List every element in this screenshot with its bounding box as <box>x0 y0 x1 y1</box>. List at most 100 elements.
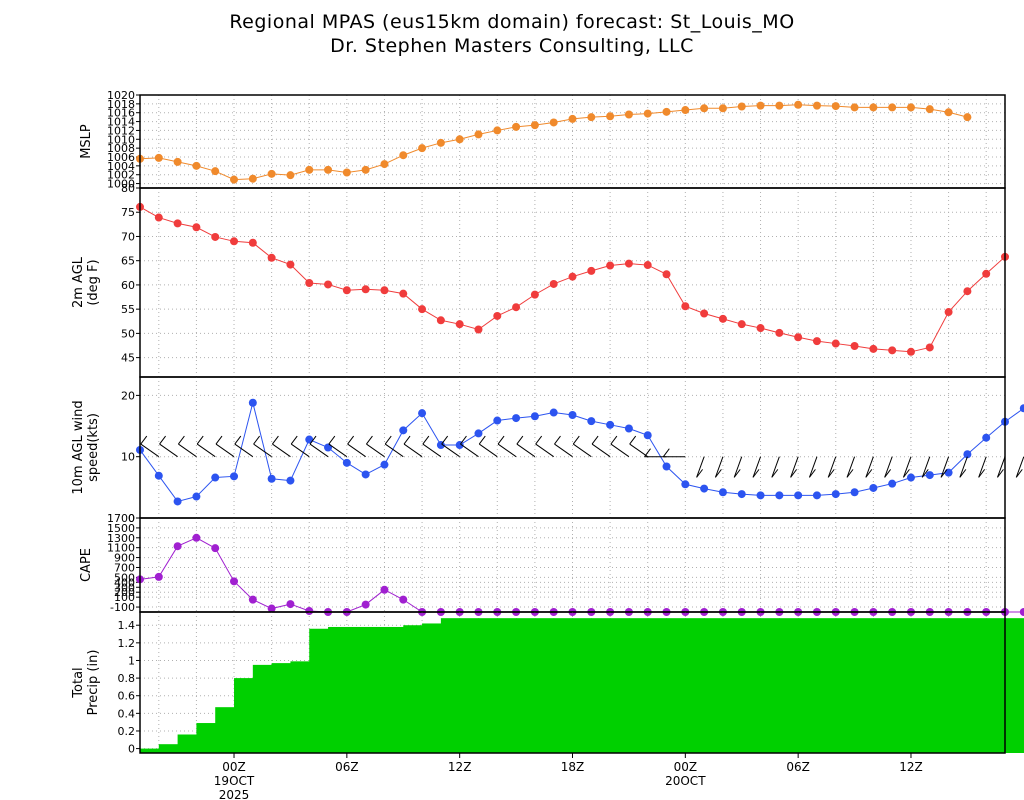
precip-bar <box>704 618 724 753</box>
precip-panel: 0 0.2 0.4 0.6 0.8 1 1.2 1.4 Total Precip (in) <box>71 611 1024 756</box>
wind-point <box>173 497 182 506</box>
wind-point <box>587 417 596 426</box>
mslp-point <box>850 103 859 112</box>
wind-ylabel: 10m AGL wind <box>71 400 86 494</box>
wind-point <box>831 490 840 499</box>
precip-bar <box>309 628 329 753</box>
wind-barb <box>196 443 216 458</box>
wind-barb-flag <box>253 435 261 445</box>
wind-barb-flag <box>215 435 223 445</box>
wind-barb <box>497 443 517 458</box>
precip-bar <box>741 618 762 753</box>
temp-point <box>606 261 615 270</box>
wind-barb <box>290 443 310 458</box>
cape-ytick-label: 100 <box>114 591 135 604</box>
wind-barb-flag <box>478 435 486 445</box>
wind-barb-flag <box>535 435 543 445</box>
wind-barb <box>554 443 573 458</box>
wind-barb-flag <box>572 435 580 445</box>
temp-point <box>399 289 408 298</box>
mslp-ytick-label: 1006 <box>107 151 135 164</box>
wind-barb <box>272 443 291 458</box>
temp-point <box>737 320 746 329</box>
precip-bar <box>422 623 442 753</box>
wind-point <box>737 490 746 499</box>
wind-point <box>568 411 577 420</box>
mslp-point <box>418 144 427 153</box>
wind-barb-flag <box>752 469 760 478</box>
temp-point <box>850 341 859 350</box>
wind-point <box>324 443 333 452</box>
wind-point <box>775 491 784 500</box>
temp-point <box>493 311 502 320</box>
wind-barb-flag <box>554 435 561 445</box>
wind-barb-flag <box>403 435 411 445</box>
precip-bar <box>591 618 611 753</box>
mslp-point <box>700 104 709 113</box>
mslp-point <box>305 165 314 174</box>
wind-barb <box>460 443 479 458</box>
wind-ylabel: speed(kts) <box>86 413 101 482</box>
wind-barb-flag <box>662 448 670 457</box>
mslp-point <box>944 108 953 117</box>
wind-barb-flag <box>328 435 336 445</box>
wind-point <box>850 488 859 497</box>
mslp-point <box>624 110 633 119</box>
precip-ytick-label: 1.4 <box>118 619 136 632</box>
mslp-point <box>474 130 483 139</box>
wind-barb <box>696 456 705 478</box>
cape-ytick-label: 1300 <box>107 532 135 545</box>
wind-point <box>662 462 671 471</box>
precip-bar <box>666 618 686 753</box>
temp-point <box>154 213 163 222</box>
wind-barb <box>384 443 404 458</box>
precip-bar <box>798 618 818 753</box>
mslp-point <box>211 167 220 176</box>
wind-point <box>906 473 915 482</box>
wind-barb-flag <box>997 469 1004 478</box>
wind-barb <box>790 456 799 478</box>
precip-bar <box>478 618 498 753</box>
wind-point <box>493 416 502 425</box>
mslp-point <box>775 101 784 110</box>
wind-point <box>192 492 201 501</box>
wind-barb-flag <box>865 469 873 478</box>
temp-ytick-label: 80 <box>121 182 135 195</box>
x-tick-label: 00Z <box>222 760 246 774</box>
temp-ytick-label: 55 <box>121 303 135 316</box>
wind-point <box>812 491 821 500</box>
wind-point <box>399 426 408 435</box>
wind-barb-flag <box>290 435 298 445</box>
precip-bar <box>365 626 385 753</box>
wind-barb <box>178 443 197 458</box>
precip-bar <box>610 618 630 753</box>
title-line-2: Dr. Stephen Masters Consulting, LLC <box>330 35 694 57</box>
wind-barb-flag <box>516 435 524 445</box>
precip-bar <box>177 734 197 753</box>
mslp-point <box>286 171 295 180</box>
wind-barb <box>253 443 272 458</box>
mslp-point <box>530 121 539 130</box>
precip-bar <box>628 618 649 753</box>
wind-barb-flag <box>644 448 651 457</box>
mslp-point <box>267 169 276 178</box>
wind-barb-flag <box>940 469 948 478</box>
wind-barb-flag <box>921 469 929 478</box>
wind-point <box>380 460 389 469</box>
temp-ylabel: (deg F) <box>86 259 101 305</box>
wind-barb <box>159 443 178 458</box>
x-tick-label: 12Z <box>448 760 472 774</box>
cape-ytick-label: 500 <box>114 571 135 584</box>
mslp-point <box>794 100 803 109</box>
wind-barb-flag <box>196 435 204 445</box>
wind-barb <box>714 456 724 478</box>
temp-ylabel: 2m AGL <box>71 256 86 308</box>
wind-point <box>643 431 652 440</box>
wind-point <box>888 479 897 488</box>
mslp-point <box>230 175 239 184</box>
wind-barb <box>865 456 874 478</box>
temp-point <box>775 328 784 337</box>
cape-point <box>211 544 220 553</box>
temp-point <box>512 303 521 312</box>
wind-barb <box>309 443 329 458</box>
